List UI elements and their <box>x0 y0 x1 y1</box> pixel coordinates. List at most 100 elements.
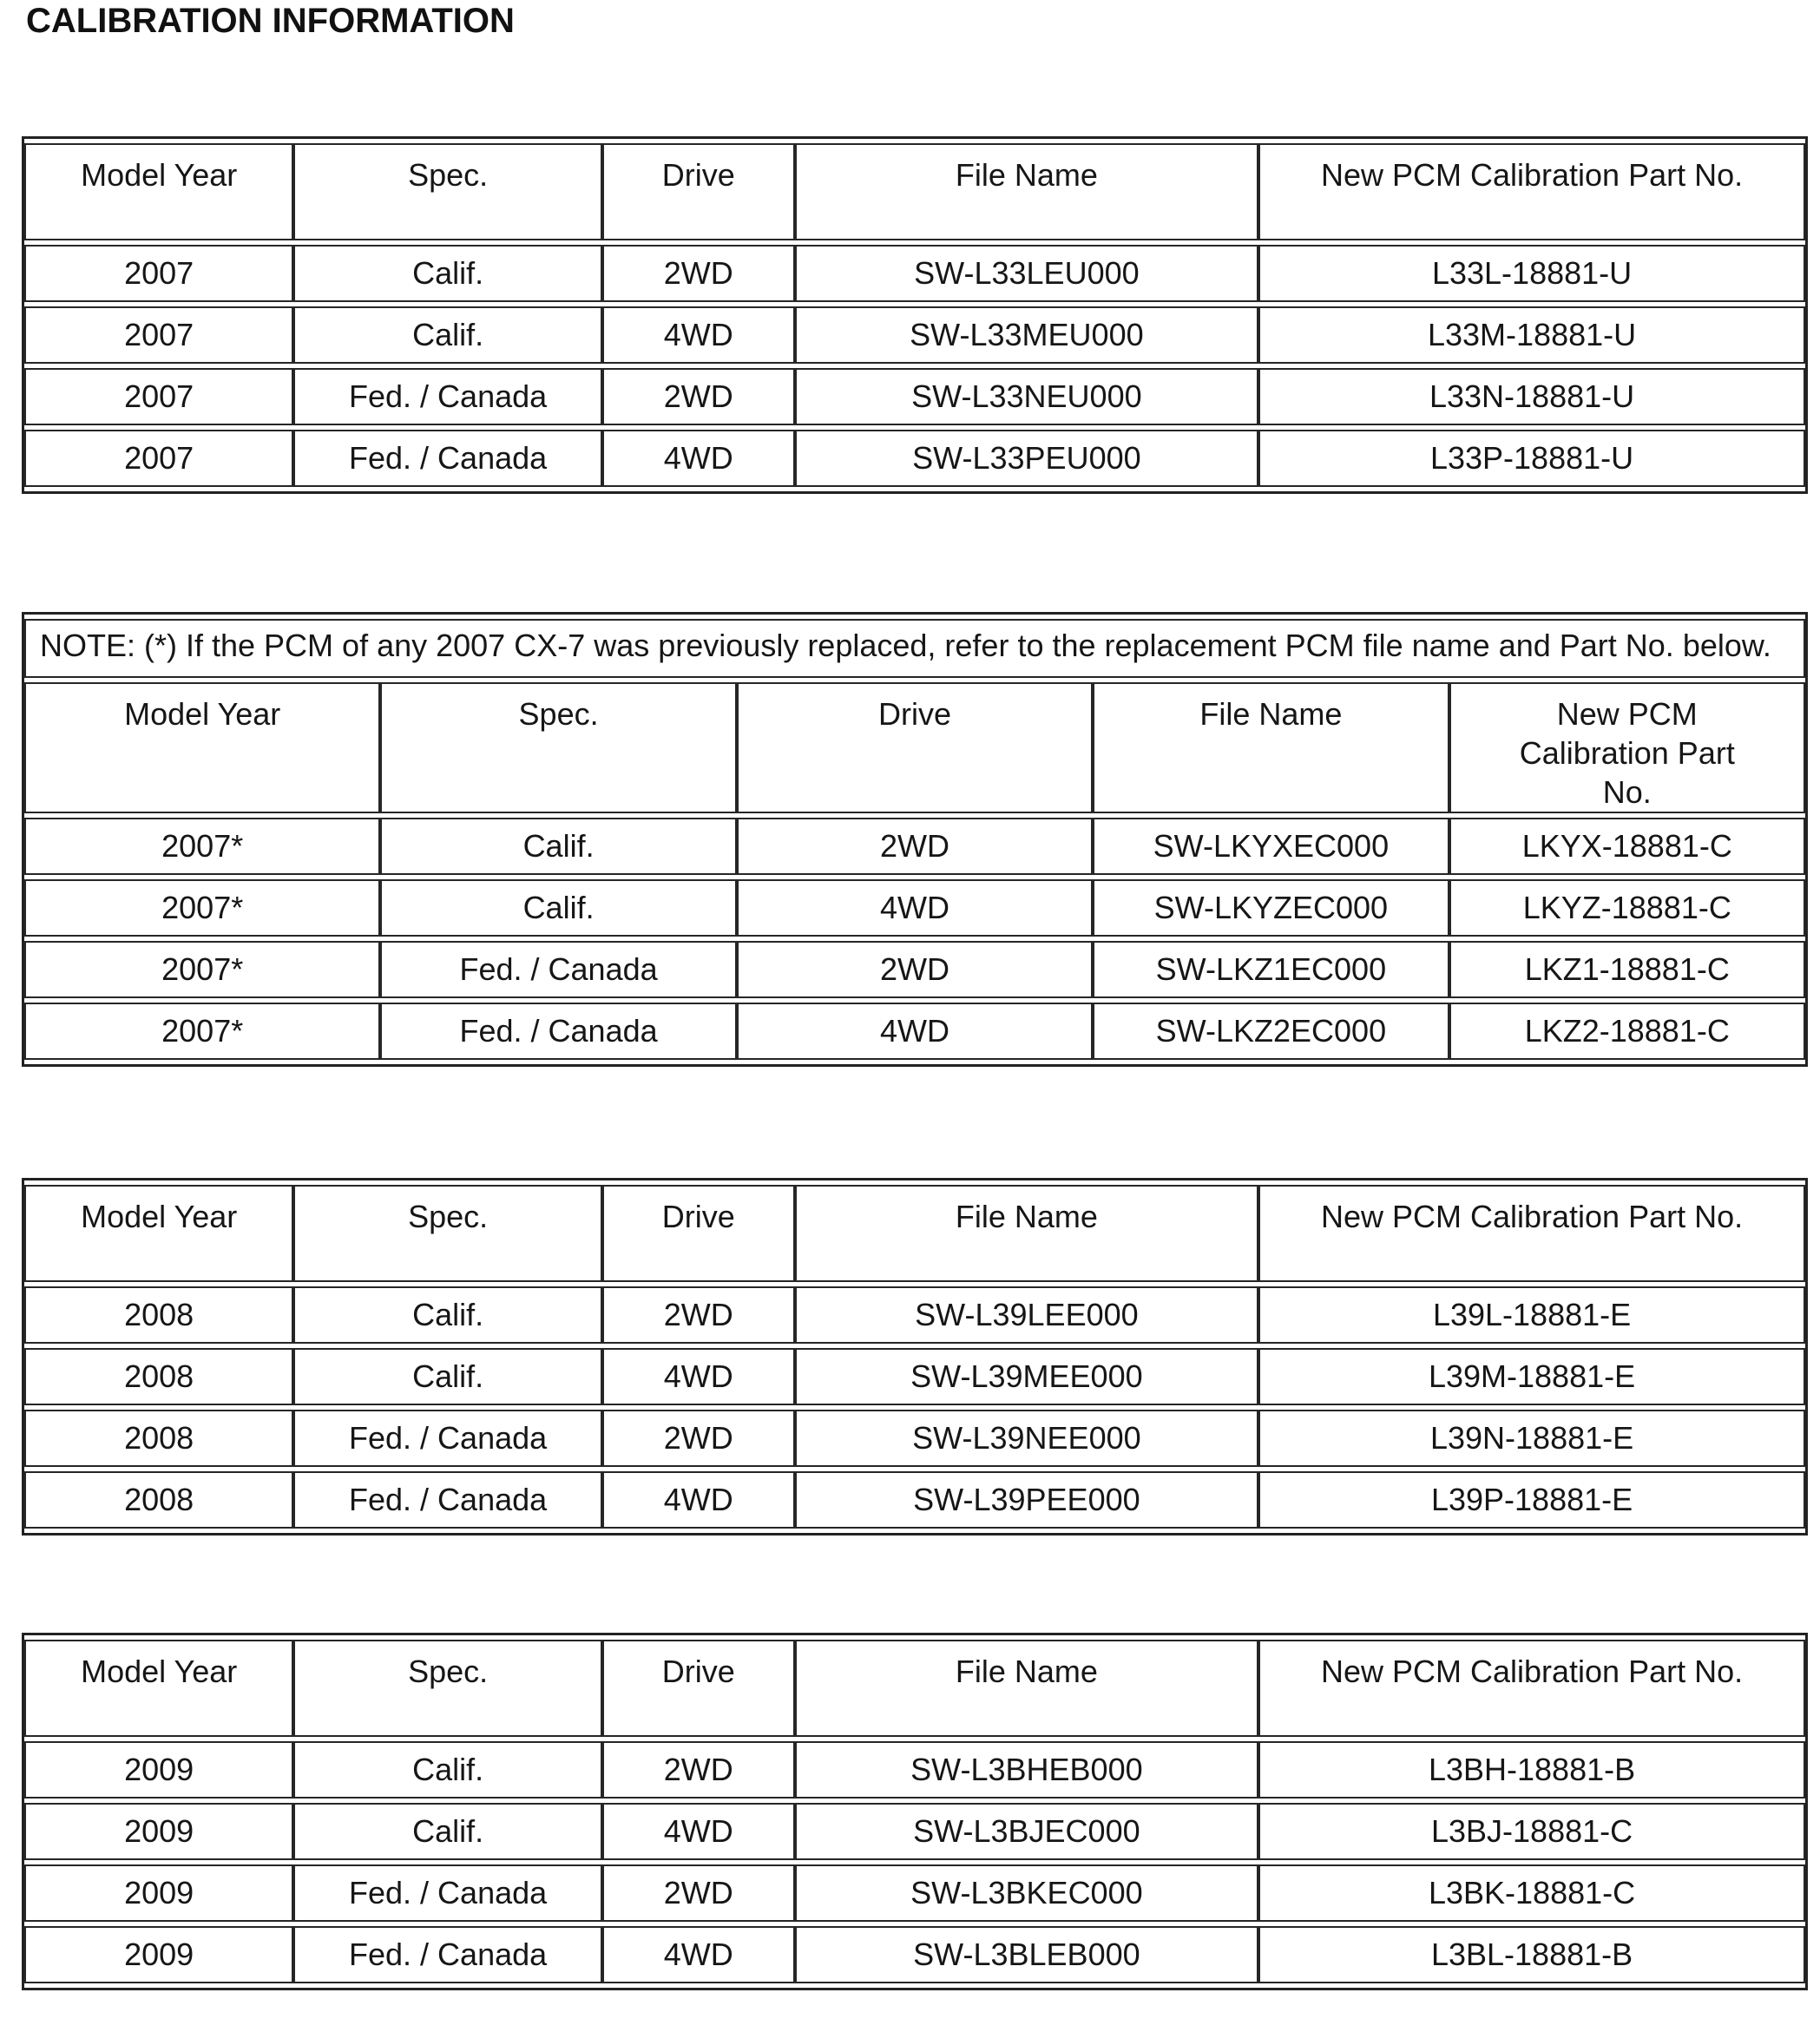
table-cell: 2009 <box>24 1803 294 1861</box>
table-cell: 2WD <box>601 245 795 302</box>
table-cell: SW-L33PEU000 <box>794 430 1259 487</box>
table-cell: SW-L3BHEB000 <box>794 1741 1259 1799</box>
table-cell: SW-LKZ1EC000 <box>1093 941 1449 999</box>
table-cell: SW-L33MEU000 <box>794 306 1259 364</box>
column-header: File Name <box>1093 682 1449 814</box>
table-row: 2008 Calif. 2WD SW-L39LEE000 L39L-18881-E <box>24 1286 1805 1345</box>
table-cell: LKYX-18881-C <box>1449 818 1805 876</box>
table-row: 2007 Fed. / Canada 4WD SW-L33PEU000 L33P-188… <box>24 430 1805 487</box>
column-header: Spec. <box>293 143 602 240</box>
table-row: 2008 Fed. / Canada 4WD SW-L39PEE000 L39P-188… <box>24 1471 1805 1529</box>
header-row: Model Year Spec. Drive File Name New PCM Cal… <box>24 143 1805 240</box>
table-row: 2009 Fed. / Canada 4WD SW-L3BLEB000 L3BL-188… <box>24 1926 1805 1984</box>
calibration-table-2007-replacement: NOTE: (*) If the PCM of any 2007 CX-7 wa… <box>22 612 1808 1068</box>
table-cell: Calif. <box>293 245 602 302</box>
table-cell: 2WD <box>736 818 1094 876</box>
table-cell: SW-L3BLEB000 <box>794 1926 1259 1984</box>
page-title: CALIBRATION INFORMATION <box>26 2 515 40</box>
table-note: NOTE: (*) If the PCM of any 2007 CX-7 wa… <box>24 619 1805 679</box>
column-header: Drive <box>736 682 1094 814</box>
table-cell: Fed. / Canada <box>293 430 602 487</box>
table-cell: Fed. / Canada <box>293 1471 602 1529</box>
calibration-table-2008: Model Year Spec. Drive File Name New PCM Cal… <box>22 1178 1808 1536</box>
column-header: New PCM Calibration Part No. <box>1258 1185 1805 1283</box>
table-cell: L39N-18881-E <box>1258 1410 1805 1468</box>
table-cell: SW-L33LEU000 <box>794 245 1259 302</box>
table-cell: LKYZ-18881-C <box>1449 879 1805 937</box>
table-cell: SW-LKZ2EC000 <box>1093 1003 1449 1061</box>
table-row: 2007* Calif. 4WD SW-LKYZEC000 LKYZ-18881-C <box>24 879 1805 937</box>
table-cell: 2WD <box>736 941 1094 999</box>
table-cell: 2007 <box>24 430 294 487</box>
table-cell: 4WD <box>601 1348 795 1406</box>
table-row: 2009 Calif. 4WD SW-L3BJEC000 L3BJ-18881-C <box>24 1803 1805 1861</box>
table-row: 2008 Calif. 4WD SW-L39MEE000 L39M-18881-E <box>24 1348 1805 1406</box>
table-cell: L33L-18881-U <box>1258 245 1805 302</box>
table-cell: SW-L33NEU000 <box>794 368 1259 425</box>
column-header: Drive <box>601 1640 795 1738</box>
table-row: 2007 Fed. / Canada 2WD SW-L33NEU000 L33N-188… <box>24 368 1805 425</box>
table-cell: 2009 <box>24 1741 294 1799</box>
table-cell: Calif. <box>293 1286 602 1345</box>
table-cell: SW-L39PEE000 <box>794 1471 1259 1529</box>
table-cell: Calif. <box>380 879 737 937</box>
table-cell: Calif. <box>293 306 602 364</box>
table-cell: 2008 <box>24 1471 294 1529</box>
table-cell: 4WD <box>736 1003 1094 1061</box>
table-cell: L33M-18881-U <box>1258 306 1805 364</box>
table-cell: L3BL-18881-B <box>1258 1926 1805 1984</box>
table-cell: 2WD <box>601 1864 795 1923</box>
table-cell: Fed. / Canada <box>380 941 737 999</box>
table-cell: Fed. / Canada <box>293 1410 602 1468</box>
column-header: Model Year <box>24 1185 294 1283</box>
table-cell: SW-L3BKEC000 <box>794 1864 1259 1923</box>
table-cell: 4WD <box>601 1926 795 1984</box>
table-cell: L3BK-18881-C <box>1258 1864 1805 1923</box>
table-cell: 2007* <box>24 941 381 999</box>
column-header: Drive <box>601 1185 795 1283</box>
table-cell: Calif. <box>380 818 737 876</box>
table-row: 2008 Fed. / Canada 2WD SW-L39NEE000 L39N-188… <box>24 1410 1805 1468</box>
column-header: File Name <box>794 1185 1259 1283</box>
column-header: Spec. <box>293 1185 602 1283</box>
table-cell: SW-LKYXEC000 <box>1093 818 1449 876</box>
table-row: 2009 Fed. / Canada 2WD SW-L3BKEC000 L3BK-188… <box>24 1864 1805 1923</box>
table-cell: 4WD <box>601 1803 795 1861</box>
table-cell: Fed. / Canada <box>293 1926 602 1984</box>
table-cell: L39L-18881-E <box>1258 1286 1805 1345</box>
table-cell: SW-L39LEE000 <box>794 1286 1259 1345</box>
table-cell: L39P-18881-E <box>1258 1471 1805 1529</box>
table-cell: L33P-18881-U <box>1258 430 1805 487</box>
table-cell: SW-L39MEE000 <box>794 1348 1259 1406</box>
table-cell: 2007* <box>24 1003 381 1061</box>
header-row: Model Year Spec. Drive File Name New PCM Cal… <box>24 1640 1805 1738</box>
table-cell: 2007* <box>24 818 381 876</box>
column-header: Spec. <box>380 682 737 814</box>
column-header: New PCM Calibration Part No. <box>1258 1640 1805 1738</box>
table-cell: 4WD <box>736 879 1094 937</box>
calibration-table-2009: Model Year Spec. Drive File Name New PCM Cal… <box>22 1633 1808 1991</box>
table-cell: 2009 <box>24 1864 294 1923</box>
table-row: 2007* Fed. / Canada 4WD SW-LKZ2EC000 LKZ2-18… <box>24 1003 1805 1061</box>
table-cell: Fed. / Canada <box>293 1864 602 1923</box>
table-cell: 2WD <box>601 1410 795 1468</box>
table-cell: 2WD <box>601 1741 795 1799</box>
table-cell: 2009 <box>24 1926 294 1984</box>
table-cell: L3BH-18881-B <box>1258 1741 1805 1799</box>
table-cell: 2007 <box>24 245 294 302</box>
table-cell: Fed. / Canada <box>380 1003 737 1061</box>
column-header: File Name <box>794 143 1259 240</box>
table-cell: 2008 <box>24 1286 294 1345</box>
table-cell: L3BJ-18881-C <box>1258 1803 1805 1861</box>
table-row: 2007* Calif. 2WD SW-LKYXEC000 LKYX-18881-C <box>24 818 1805 876</box>
table-cell: 2007* <box>24 879 381 937</box>
table-cell: SW-LKYZEC000 <box>1093 879 1449 937</box>
table-row: 2007 Calif. 2WD SW-L33LEU000 L33L-18881-U <box>24 245 1805 302</box>
column-header: New PCM Calibration Part No. <box>1449 682 1805 814</box>
table-row: 2007 Calif. 4WD SW-L33MEU000 L33M-18881-U <box>24 306 1805 364</box>
column-header: Model Year <box>24 143 294 240</box>
header-row: Model Year Spec. Drive File Name New PCM Cal… <box>24 1185 1805 1283</box>
column-header: New PCM Calibration Part No. <box>1258 143 1805 240</box>
column-header: Spec. <box>293 1640 602 1738</box>
table-cell: Calif. <box>293 1803 602 1861</box>
